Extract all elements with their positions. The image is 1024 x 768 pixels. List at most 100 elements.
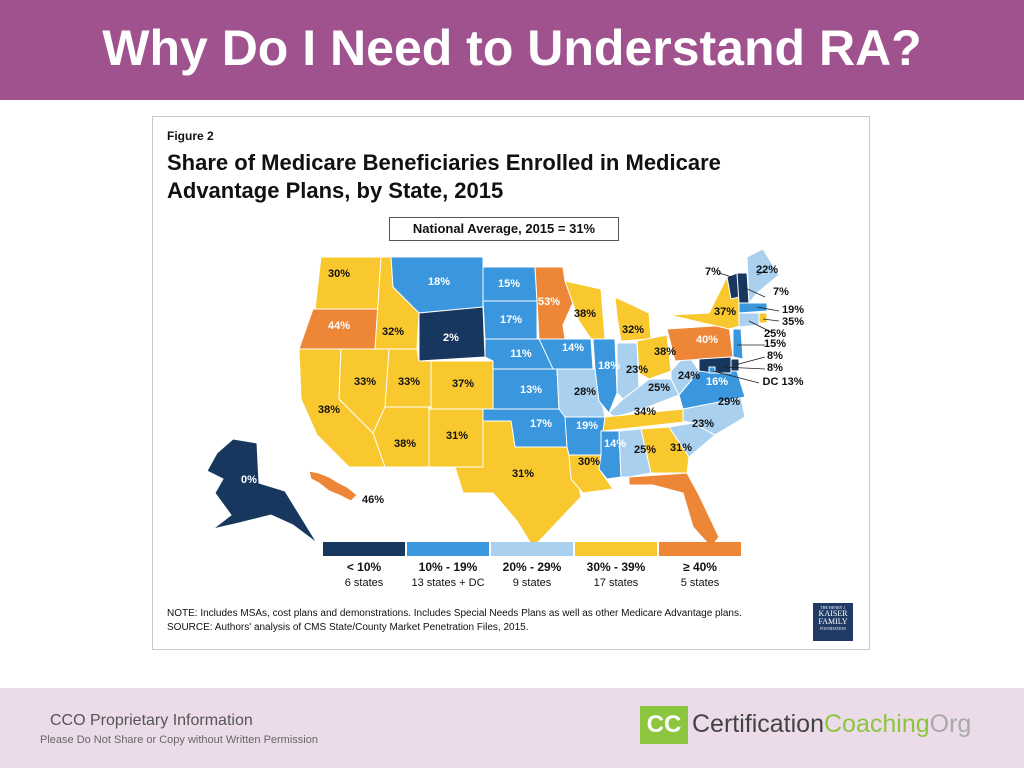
- state-ma: [738, 302, 768, 314]
- logo-word-certification: Certification: [692, 710, 824, 738]
- state-label-wi: 38%: [574, 308, 596, 320]
- state-label-ky: 25%: [648, 382, 670, 394]
- legend-item-30-39: 30% - 39% 17 states: [575, 542, 657, 589]
- state-label-vt: 7%: [705, 266, 721, 278]
- logo-word-org: Org: [929, 710, 972, 738]
- state-nh: [736, 272, 750, 304]
- state-label-wa: 30%: [328, 268, 350, 280]
- state-label-ut: 33%: [398, 376, 420, 388]
- state-label-dc: DC 13%: [763, 376, 804, 388]
- state-mi: [614, 296, 652, 342]
- state-label-ne: 11%: [510, 348, 532, 360]
- state-ga: [640, 426, 690, 474]
- slide-footer: CCO Proprietary Information Please Do No…: [0, 688, 1024, 768]
- legend-item-40-plus: ≥ 40% 5 states: [659, 542, 741, 589]
- state-me: [746, 248, 780, 305]
- state-label-ok: 17%: [530, 418, 552, 430]
- legend-item-under-10: < 10% 6 states: [323, 542, 405, 589]
- proprietary-notice: CCO Proprietary Information: [50, 712, 253, 729]
- us-state-map: 30% 44% 38% 33% 32% 18% 2% 33% 38% 37% 31% 15% 17% 11…: [206, 248, 804, 548]
- figure-title: Share of Medicare Beneficiaries Enrolled…: [167, 150, 721, 203]
- legend-count: 9 states: [512, 577, 552, 589]
- state-label-ks: 13%: [520, 384, 542, 396]
- legend-label: 30% - 39%: [586, 560, 646, 574]
- state-label-nj: 15%: [764, 338, 786, 350]
- legend-swatch: [323, 542, 405, 556]
- state-label-mn: 53%: [538, 296, 560, 308]
- state-label-ny: 37%: [714, 306, 736, 318]
- legend-label: 10% - 19%: [418, 560, 478, 574]
- legend-count: 17 states: [593, 577, 639, 589]
- state-label-ms: 14%: [604, 438, 626, 450]
- logo-line: THE HENRY J.: [820, 605, 846, 610]
- logo-line: KAISER: [818, 609, 848, 618]
- state-nj: [732, 328, 744, 360]
- state-label-ct: 25%: [764, 328, 786, 340]
- legend-label: 20% - 29%: [502, 560, 562, 574]
- state-label-mi: 32%: [622, 324, 644, 336]
- state-label-va: 16%: [706, 376, 728, 388]
- state-label-nh: 7%: [773, 286, 789, 298]
- state-label-tx: 31%: [512, 468, 534, 480]
- figure-panel: Figure 2 Share of Medicare Beneficiaries…: [152, 116, 870, 650]
- state-label-me: 22%: [756, 264, 778, 276]
- state-label-ca: 38%: [318, 404, 340, 416]
- legend-item-20-29: 20% - 29% 9 states: [491, 542, 573, 589]
- state-label-az: 38%: [394, 438, 416, 450]
- state-label-ma: 19%: [782, 304, 804, 316]
- legend-swatch: [575, 542, 657, 556]
- state-label-co: 37%: [452, 378, 474, 390]
- legend-item-10-19: 10% - 19% 13 states + DC: [407, 542, 489, 589]
- state-label-la: 30%: [578, 456, 600, 468]
- logo-word-coaching: Coaching: [824, 710, 930, 738]
- leader-lines: [712, 270, 780, 384]
- state-label-ri: 35%: [782, 316, 804, 328]
- state-dc: [708, 366, 716, 374]
- state-label-tn: 34%: [634, 406, 656, 418]
- cco-logo-text: CertificationCoachingOrg: [692, 710, 971, 739]
- state-label-ak: 0%: [241, 474, 257, 486]
- state-az: [372, 406, 430, 468]
- kaiser-family-foundation-logo: THE HENRY J. KAISER FAMILY FOUNDATION: [813, 603, 853, 641]
- state-label-al: 25%: [634, 444, 656, 456]
- state-label-md: 8%: [767, 362, 783, 374]
- logo-line: FOUNDATION: [820, 626, 846, 631]
- state-label-sd: 17%: [500, 314, 522, 326]
- slide-header: Why Do I Need to Understand RA?: [0, 0, 1024, 100]
- legend-swatch: [407, 542, 489, 556]
- state-label-id: 32%: [382, 326, 404, 338]
- logo-line: FAMILY: [818, 617, 848, 626]
- state-label-wy: 2%: [443, 332, 459, 344]
- state-ri: [758, 312, 768, 324]
- state-label-oh: 38%: [654, 346, 676, 358]
- state-label-or: 44%: [328, 320, 350, 332]
- state-label-mt: 18%: [428, 276, 450, 288]
- source-text: SOURCE: Authors' analysis of CMS State/C…: [167, 622, 529, 633]
- state-label-il: 18%: [598, 360, 620, 372]
- legend-count: 6 states: [344, 577, 384, 589]
- state-label-ia: 14%: [562, 342, 584, 354]
- state-label-de: 8%: [767, 350, 783, 362]
- state-label-wv: 24%: [678, 370, 700, 382]
- state-label-ar: 19%: [576, 420, 598, 432]
- legend-swatch: [659, 542, 741, 556]
- state-al: [618, 428, 652, 478]
- state-label-nm: 31%: [446, 430, 468, 442]
- state-label-nd: 15%: [498, 278, 520, 290]
- figure-notes: NOTE: Includes MSAs, cost plans and demo…: [167, 607, 807, 635]
- state-label-nv: 33%: [354, 376, 376, 388]
- legend-label: ≥ 40%: [683, 560, 717, 574]
- state-label-nc: 29%: [718, 396, 740, 408]
- state-hi: [308, 470, 358, 502]
- state-oh: [636, 334, 672, 380]
- state-label-ga: 31%: [670, 442, 692, 454]
- sharing-notice: Please Do Not Share or Copy without Writ…: [40, 734, 318, 746]
- legend-label: < 10%: [346, 560, 382, 574]
- state-wa: [314, 256, 382, 310]
- state-label-fl: 40%: [696, 480, 718, 492]
- state-label-sc: 23%: [692, 418, 714, 430]
- state-label-pa: 40%: [696, 334, 718, 346]
- slide-title: Why Do I Need to Understand RA?: [102, 20, 922, 76]
- legend-count: 13 states + DC: [411, 577, 485, 589]
- state-ak: [206, 438, 318, 544]
